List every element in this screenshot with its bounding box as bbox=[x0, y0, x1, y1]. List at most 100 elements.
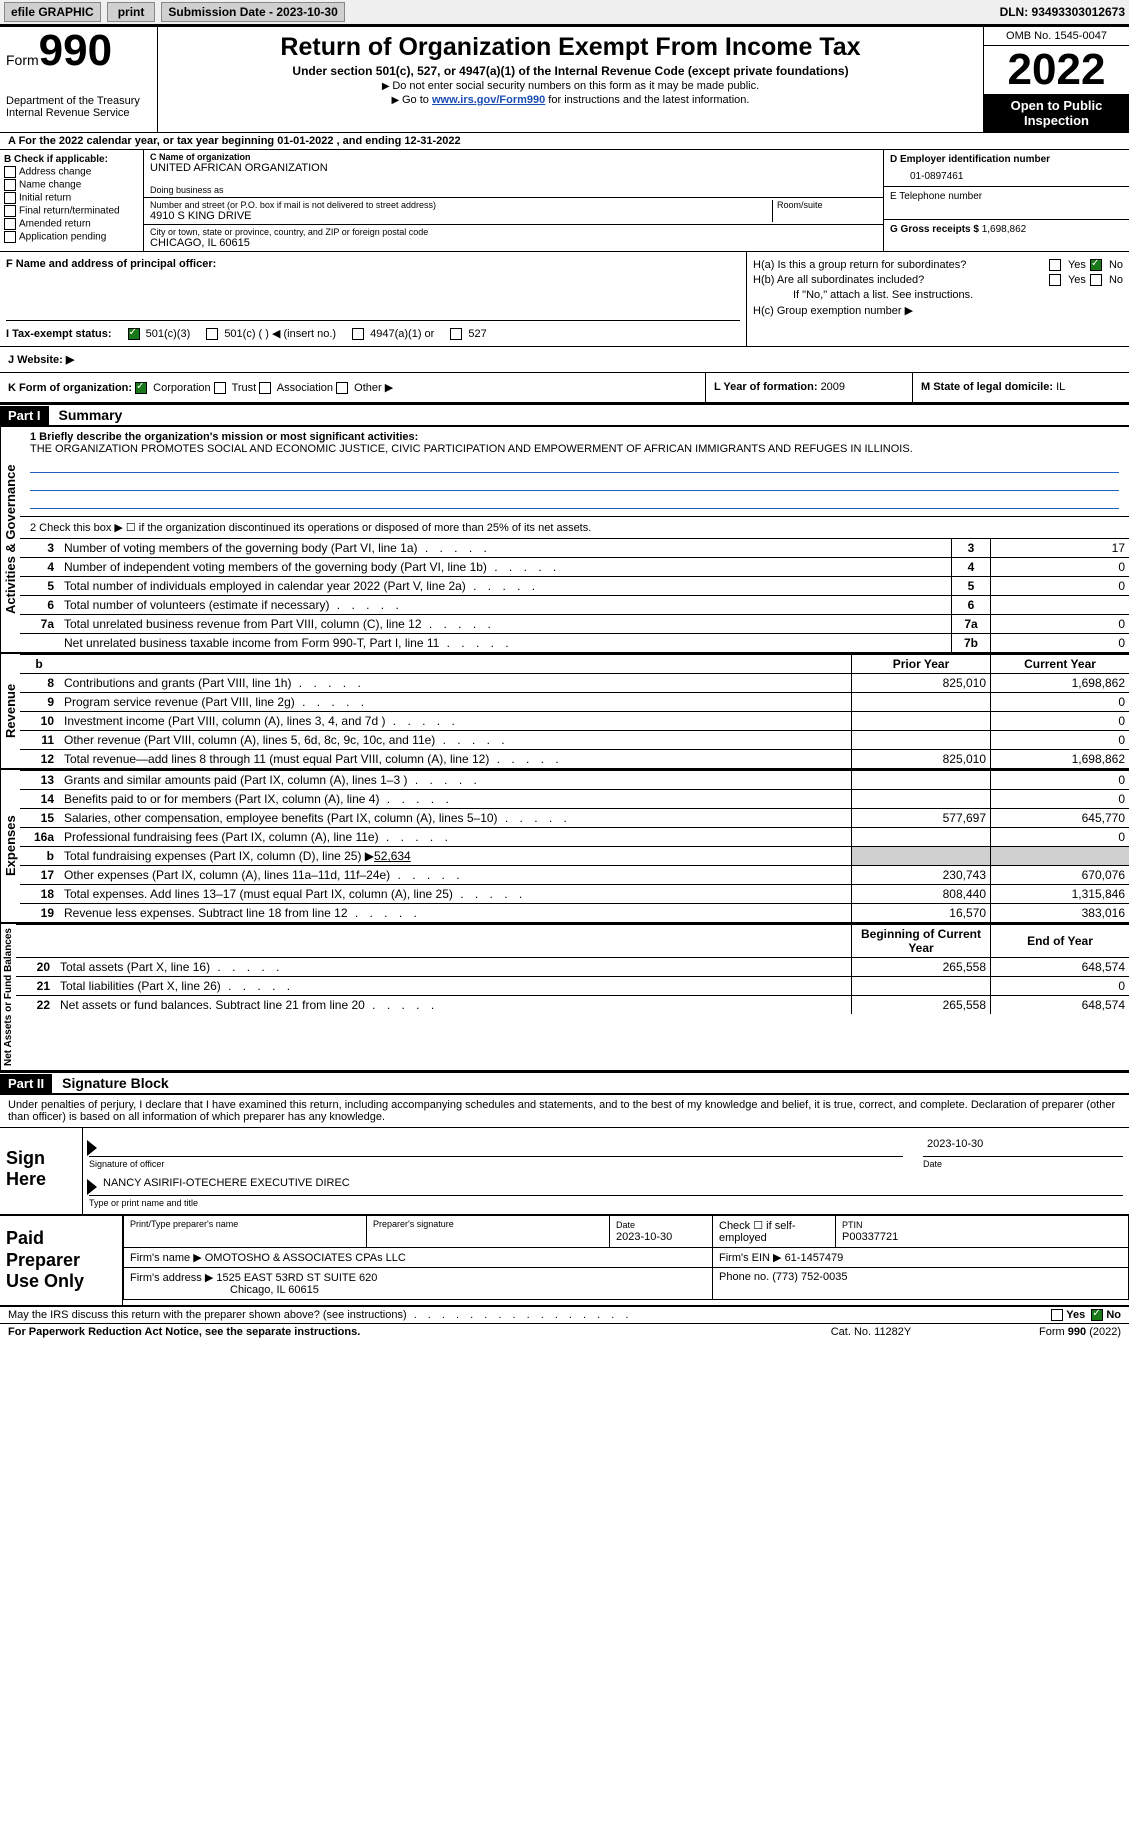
line-desc: Grants and similar amounts paid (Part IX… bbox=[60, 771, 852, 790]
line-num: 16a bbox=[20, 828, 60, 847]
line-box: 5 bbox=[952, 577, 991, 596]
officer-name-label: Type or print name and title bbox=[89, 1198, 1123, 1208]
chk-pending[interactable] bbox=[4, 231, 16, 243]
print-button[interactable]: print bbox=[107, 2, 156, 22]
part1-header: Part I Summary bbox=[0, 404, 1129, 427]
chk-527[interactable] bbox=[450, 328, 462, 340]
chk-501c[interactable] bbox=[206, 328, 218, 340]
discuss-no[interactable] bbox=[1091, 1309, 1103, 1321]
chk-initial[interactable] bbox=[4, 192, 16, 204]
line-desc: Investment income (Part VIII, column (A)… bbox=[60, 712, 852, 731]
hb-note: If "No," attach a list. See instructions… bbox=[753, 289, 1123, 301]
open-public: Open to Public Inspection bbox=[984, 94, 1129, 132]
revenue-section: Revenue bPrior YearCurrent Year 8 Contri… bbox=[0, 652, 1129, 770]
org-name-label: C Name of organization bbox=[150, 152, 877, 162]
ptin-label: PTIN bbox=[842, 1220, 863, 1230]
line-box: 4 bbox=[952, 558, 991, 577]
chk-501c3[interactable] bbox=[128, 328, 140, 340]
dept-treasury: Department of the Treasury bbox=[6, 95, 151, 107]
line-prior: 16,570 bbox=[852, 904, 991, 923]
sign-date: 2023-10-30 bbox=[927, 1138, 983, 1150]
chk-final[interactable] bbox=[4, 205, 16, 217]
chk-trust[interactable] bbox=[214, 382, 226, 394]
dba-label: Doing business as bbox=[150, 185, 877, 195]
line-num: 11 bbox=[20, 731, 60, 750]
ha-no[interactable] bbox=[1090, 259, 1102, 271]
line-current: 648,574 bbox=[991, 958, 1129, 977]
ha-yes-label: Yes bbox=[1068, 259, 1086, 271]
line-desc: Total revenue—add lines 8 through 11 (mu… bbox=[60, 750, 852, 769]
line-desc: Total assets (Part X, line 16) bbox=[56, 958, 852, 977]
rowa-begin: 01-01-2022 bbox=[277, 135, 333, 147]
chk-4947[interactable] bbox=[352, 328, 364, 340]
line-num: 8 bbox=[20, 674, 60, 693]
irs-link[interactable]: www.irs.gov/Form990 bbox=[432, 94, 545, 106]
chk-amended[interactable] bbox=[4, 218, 16, 230]
line-desc: Contributions and grants (Part VIII, lin… bbox=[60, 674, 852, 693]
line-desc: Program service revenue (Part VIII, line… bbox=[60, 693, 852, 712]
chk-corp[interactable] bbox=[135, 382, 147, 394]
line-prior bbox=[852, 712, 991, 731]
line-prior: 825,010 bbox=[852, 674, 991, 693]
discuss-yes[interactable] bbox=[1051, 1309, 1063, 1321]
room-label: Room/suite bbox=[777, 200, 877, 210]
org-name: UNITED AFRICAN ORGANIZATION bbox=[150, 162, 877, 174]
line-desc: Net unrelated business taxable income fr… bbox=[60, 634, 952, 653]
box-b: B Check if applicable: Address change Na… bbox=[0, 150, 144, 251]
sign-date-label: Date bbox=[923, 1159, 1123, 1169]
paid-preparer-block: Paid Preparer Use Only Print/Type prepar… bbox=[0, 1216, 1129, 1307]
box-l-value: 2009 bbox=[821, 381, 845, 393]
line-desc: Number of independent voting members of … bbox=[60, 558, 952, 577]
line-current: 0 bbox=[991, 828, 1129, 847]
vtab-activities: Activities & Governance bbox=[0, 427, 20, 652]
line-desc: Benefits paid to or for members (Part IX… bbox=[60, 790, 852, 809]
line-box: 7b bbox=[952, 634, 991, 653]
hdr-prior: Prior Year bbox=[852, 655, 991, 674]
gross-value: 1,698,862 bbox=[982, 224, 1027, 235]
line-prior: 265,558 bbox=[852, 996, 991, 1015]
line-num: 7a bbox=[20, 615, 60, 634]
line-num: 5 bbox=[20, 577, 60, 596]
prep-sig-label: Preparer's signature bbox=[373, 1219, 603, 1229]
line-desc: Revenue less expenses. Subtract line 18 … bbox=[60, 904, 852, 923]
chk-name[interactable] bbox=[4, 179, 16, 191]
form-number: 990 bbox=[39, 26, 112, 75]
section-fh: F Name and address of principal officer:… bbox=[0, 252, 1129, 347]
ein-value: 01-0897461 bbox=[890, 171, 1123, 182]
line-desc: Other revenue (Part VIII, column (A), li… bbox=[60, 731, 852, 750]
chk-name-label: Name change bbox=[19, 180, 81, 191]
hc-label: H(c) Group exemption number ▶ bbox=[753, 304, 1123, 317]
line-num: 18 bbox=[20, 885, 60, 904]
discuss-text: May the IRS discuss this return with the… bbox=[8, 1309, 407, 1321]
line-current: 0 bbox=[991, 790, 1129, 809]
discuss-yes-label: Yes bbox=[1066, 1309, 1085, 1321]
hb-yes[interactable] bbox=[1049, 274, 1061, 286]
line-num: 14 bbox=[20, 790, 60, 809]
prep-date-label: Date bbox=[616, 1220, 635, 1230]
ha-yes[interactable] bbox=[1049, 259, 1061, 271]
line-current: 383,016 bbox=[991, 904, 1129, 923]
line-num: 15 bbox=[20, 809, 60, 828]
line-desc: Total liabilities (Part X, line 26) bbox=[56, 977, 852, 996]
line-val: 0 bbox=[991, 615, 1129, 634]
box-k-label: K Form of organization: bbox=[8, 382, 132, 394]
chk-address-label: Address change bbox=[19, 167, 91, 178]
line-desc: Total unrelated business revenue from Pa… bbox=[60, 615, 952, 634]
line-desc: Number of voting members of the governin… bbox=[60, 539, 952, 558]
hb-no[interactable] bbox=[1090, 274, 1102, 286]
line-desc: Salaries, other compensation, employee b… bbox=[60, 809, 852, 828]
gross-label: G Gross receipts $ bbox=[890, 224, 982, 235]
line-1-mission: 1 Briefly describe the organization's mi… bbox=[20, 427, 1129, 517]
line-current: 645,770 bbox=[991, 809, 1129, 828]
box-j-website: J Website: ▶ bbox=[0, 347, 1129, 373]
line-prior bbox=[852, 977, 991, 996]
efile-label: efile GRAPHIC bbox=[4, 2, 101, 22]
tel-label: E Telephone number bbox=[890, 191, 1123, 202]
line-current: 1,698,862 bbox=[991, 750, 1129, 769]
lines-8-12: bPrior YearCurrent Year 8 Contributions … bbox=[20, 654, 1129, 768]
chk-assoc[interactable] bbox=[259, 382, 271, 394]
line-val bbox=[991, 596, 1129, 615]
sign-here-block: Sign Here Signature of officer 2023-10-3… bbox=[0, 1128, 1129, 1216]
chk-address[interactable] bbox=[4, 166, 16, 178]
chk-other[interactable] bbox=[336, 382, 348, 394]
